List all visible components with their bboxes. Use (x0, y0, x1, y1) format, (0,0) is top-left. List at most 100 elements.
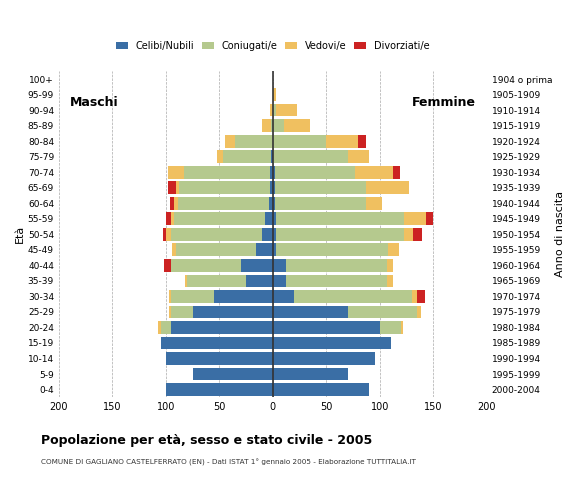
Bar (418, 306, 420, 318)
Bar (426, 213, 433, 225)
Bar (387, 259, 393, 272)
Bar (256, 243, 273, 256)
Bar (241, 259, 273, 272)
Bar (273, 243, 276, 256)
Bar (273, 88, 276, 101)
Bar (358, 135, 366, 147)
Bar (175, 213, 266, 225)
Bar (171, 213, 175, 225)
Bar (273, 336, 390, 349)
Bar (276, 213, 404, 225)
Bar (224, 135, 235, 147)
Bar (187, 275, 246, 287)
Bar (246, 275, 273, 287)
Bar (284, 119, 310, 132)
Bar (273, 150, 348, 163)
Bar (169, 290, 171, 303)
Bar (262, 228, 273, 240)
Bar (270, 104, 273, 117)
Bar (273, 321, 380, 334)
Bar (214, 290, 273, 303)
Bar (273, 166, 275, 179)
Bar (389, 243, 399, 256)
Bar (348, 150, 369, 163)
Bar (166, 383, 273, 396)
Bar (273, 352, 375, 365)
Bar (270, 166, 273, 179)
Bar (273, 213, 276, 225)
Bar (176, 181, 179, 194)
Bar (172, 243, 176, 256)
Legend: Celibi/Nubili, Coniugati/e, Vedovi/e, Divorziati/e: Celibi/Nubili, Coniugati/e, Vedovi/e, Di… (113, 37, 433, 55)
Bar (179, 181, 270, 194)
Bar (168, 166, 184, 179)
Bar (273, 228, 276, 240)
Text: COMUNE DI GAGLIANO CASTELFERRATO (EN) - Dati ISTAT 1° gennaio 2005 - Elaborazion: COMUNE DI GAGLIANO CASTELFERRATO (EN) - … (41, 458, 415, 466)
Bar (266, 213, 273, 225)
Bar (271, 150, 273, 163)
Bar (218, 150, 223, 163)
Bar (273, 368, 348, 381)
Bar (166, 352, 273, 365)
Bar (327, 135, 358, 147)
Bar (273, 275, 286, 287)
Bar (161, 336, 273, 349)
Bar (171, 228, 262, 240)
Bar (170, 197, 175, 210)
Bar (162, 228, 166, 240)
Bar (166, 213, 171, 225)
Bar (169, 306, 171, 318)
Bar (273, 306, 348, 318)
Bar (164, 259, 171, 272)
Bar (275, 197, 366, 210)
Bar (223, 150, 271, 163)
Bar (380, 321, 401, 334)
Bar (166, 228, 171, 240)
Bar (184, 166, 270, 179)
Bar (276, 243, 389, 256)
Text: Femmine: Femmine (412, 96, 476, 109)
Bar (273, 383, 369, 396)
Bar (276, 228, 404, 240)
Bar (404, 228, 413, 240)
Bar (387, 275, 393, 287)
Bar (286, 275, 387, 287)
Bar (413, 228, 422, 240)
Bar (273, 197, 275, 210)
Bar (366, 197, 382, 210)
Bar (273, 290, 294, 303)
Bar (185, 275, 187, 287)
Bar (168, 181, 176, 194)
Bar (270, 181, 273, 194)
Bar (286, 259, 387, 272)
Bar (273, 259, 286, 272)
Bar (171, 306, 193, 318)
Bar (262, 119, 271, 132)
Bar (412, 290, 418, 303)
Text: Maschi: Maschi (70, 96, 118, 109)
Bar (393, 166, 400, 179)
Bar (271, 119, 273, 132)
Bar (175, 197, 177, 210)
Bar (171, 321, 273, 334)
Bar (404, 213, 426, 225)
Y-axis label: Anno di nascita: Anno di nascita (555, 191, 565, 277)
Bar (273, 181, 275, 194)
Bar (193, 306, 273, 318)
Bar (401, 321, 404, 334)
Bar (193, 368, 273, 381)
Bar (235, 135, 273, 147)
Bar (269, 197, 273, 210)
Bar (275, 181, 366, 194)
Bar (273, 104, 276, 117)
Bar (366, 181, 409, 194)
Bar (161, 321, 171, 334)
Bar (348, 306, 418, 318)
Bar (176, 243, 256, 256)
Bar (177, 197, 269, 210)
Bar (294, 290, 412, 303)
Bar (276, 104, 298, 117)
Bar (275, 166, 356, 179)
Bar (356, 166, 393, 179)
Text: Popolazione per età, sesso e stato civile - 2005: Popolazione per età, sesso e stato civil… (41, 434, 372, 447)
